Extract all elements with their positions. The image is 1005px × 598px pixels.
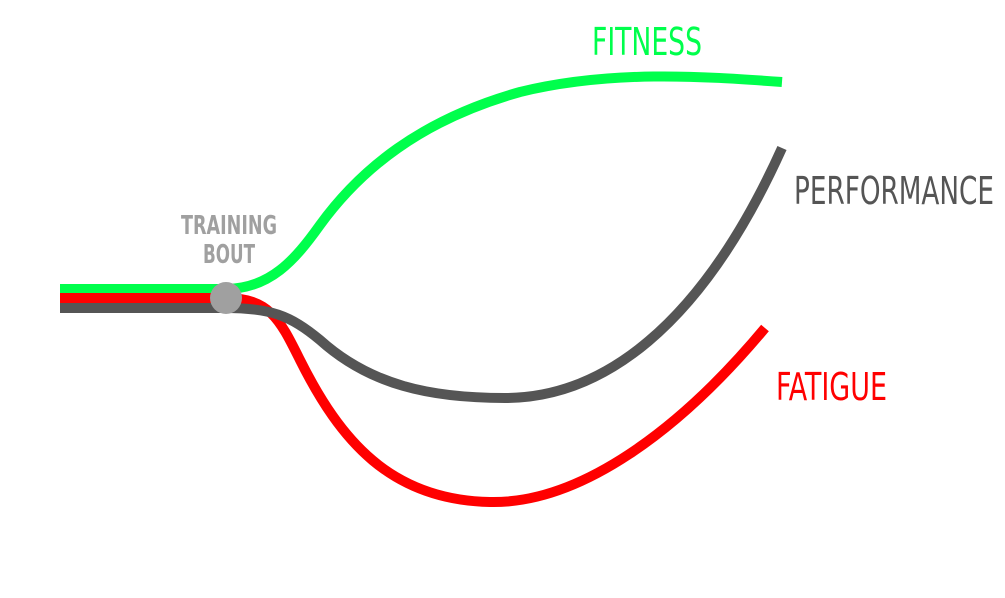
fitness-label: FITNESS	[592, 20, 702, 64]
fatigue-label: FATIGUE	[776, 365, 887, 409]
fitness-curve	[60, 71, 783, 294]
performance-curve	[60, 145, 787, 404]
training-bout-label-line2: BOUT	[203, 240, 255, 270]
training-bout-marker	[210, 282, 242, 314]
fatigue-curve	[60, 293, 769, 508]
performance-label: PERFORMANCE	[794, 169, 994, 213]
training-bout-label-line1: TRAINING	[181, 211, 277, 241]
